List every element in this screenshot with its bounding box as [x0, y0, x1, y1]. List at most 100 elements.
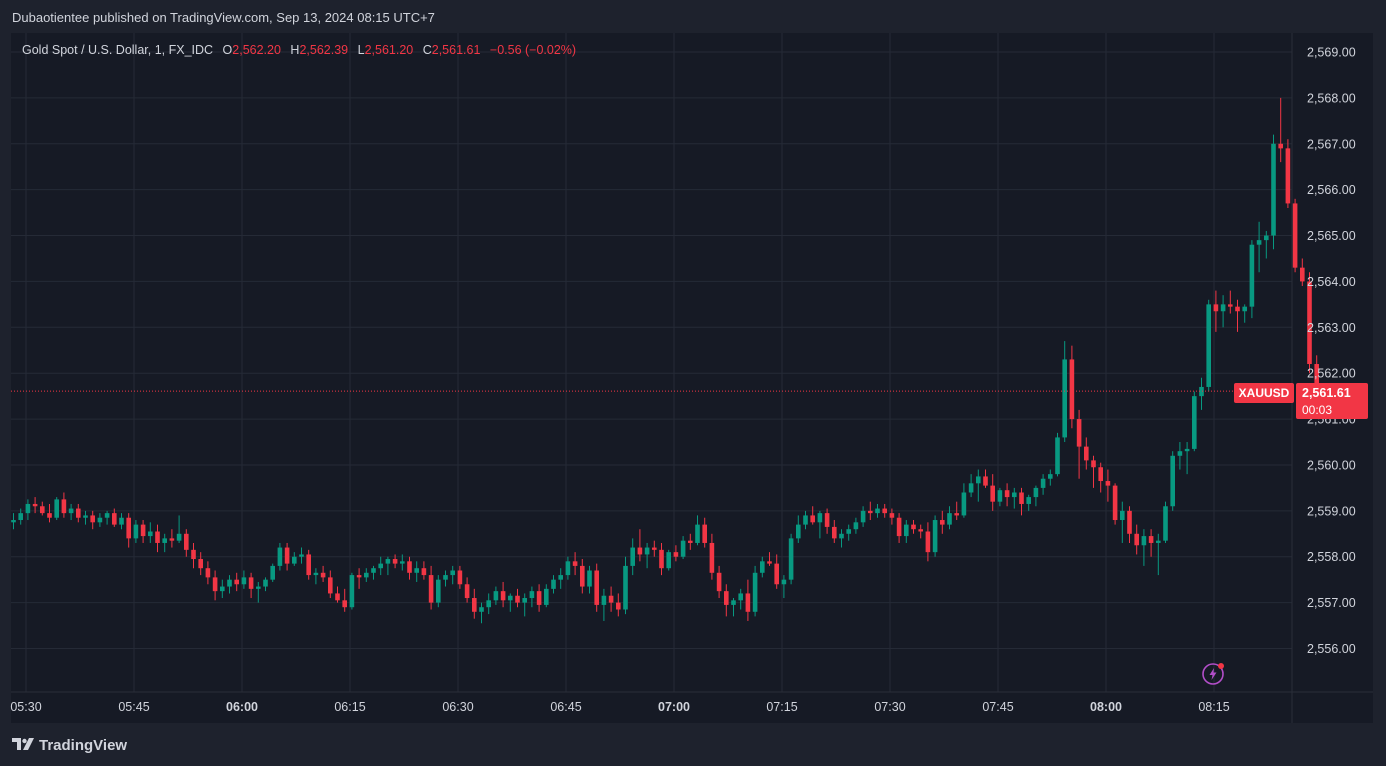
candle	[457, 565, 463, 589]
candle	[335, 586, 340, 603]
candle	[220, 579, 225, 599]
candle	[1278, 97, 1283, 163]
candle-body	[212, 577, 218, 592]
time-tick-label: 05:30	[10, 700, 41, 714]
candle-body	[148, 531, 153, 537]
candle-body	[227, 579, 232, 587]
candle	[774, 554, 779, 589]
candle-body	[673, 552, 679, 557]
candle-body	[522, 598, 527, 603]
price-tick-label: 2,564.00	[1307, 275, 1356, 289]
candle-body	[817, 513, 823, 523]
candle-body	[580, 565, 585, 587]
candle	[767, 552, 772, 566]
candle	[1120, 501, 1125, 543]
candle-body	[558, 575, 563, 580]
candle-body	[220, 586, 225, 592]
chart-panel[interactable]	[11, 33, 1373, 723]
candle	[932, 515, 938, 557]
candle	[349, 572, 355, 610]
candle-body	[385, 559, 391, 564]
candle-body	[803, 515, 808, 525]
candle-body	[90, 515, 95, 523]
candle-body	[133, 524, 139, 539]
candle	[666, 549, 671, 571]
candle	[421, 561, 427, 580]
candle	[1134, 524, 1139, 555]
candle	[479, 602, 484, 624]
candle	[724, 584, 729, 617]
candle	[241, 570, 247, 589]
candle	[1256, 221, 1262, 273]
candle	[1199, 377, 1204, 410]
legend-close-key: C	[422, 43, 432, 57]
candle-body	[1148, 536, 1154, 543]
candle-body	[925, 531, 931, 553]
candle	[1069, 345, 1075, 429]
flash-icon[interactable]	[1201, 662, 1225, 686]
candle-body	[1199, 386, 1204, 397]
candle-body	[198, 559, 203, 569]
legend-open-value: 2,562.20	[232, 43, 281, 57]
candle-body	[414, 568, 419, 573]
candle-body	[983, 476, 988, 486]
candle	[536, 584, 542, 612]
candle	[191, 542, 196, 569]
candle	[61, 492, 67, 518]
candle	[731, 598, 736, 617]
candle-body	[61, 499, 67, 514]
candle	[371, 565, 376, 580]
tradingview-brand[interactable]: TradingView	[12, 737, 127, 755]
candle-body	[839, 533, 844, 539]
candle-body	[781, 579, 787, 585]
candle	[551, 575, 556, 594]
price-tick-label: 2,568.00	[1307, 91, 1356, 105]
candle-body	[306, 554, 311, 576]
candle	[1271, 134, 1276, 250]
candle	[1213, 290, 1219, 332]
candle-body	[119, 517, 124, 525]
candle-body	[1256, 240, 1262, 245]
candle	[947, 506, 952, 530]
candle	[695, 515, 700, 546]
candle	[443, 570, 448, 587]
candle	[1156, 533, 1161, 576]
candle	[25, 499, 31, 521]
candle	[702, 517, 707, 548]
candle	[745, 579, 751, 621]
candle-body	[205, 568, 211, 578]
candle	[270, 563, 275, 582]
candle-body	[1012, 492, 1017, 498]
candle	[1228, 290, 1233, 314]
candle-body	[284, 547, 290, 564]
time-tick-label: 07:30	[874, 700, 905, 714]
candle-body	[241, 577, 247, 585]
candle	[637, 529, 643, 562]
candle	[1076, 409, 1082, 479]
candle-body	[140, 524, 146, 537]
candle	[32, 497, 38, 514]
candle	[709, 533, 715, 580]
candle	[925, 522, 931, 562]
candle	[1264, 230, 1269, 259]
candle-body	[1026, 497, 1031, 504]
candle	[1148, 529, 1154, 557]
candle	[47, 503, 52, 523]
candle-body	[1285, 148, 1291, 204]
candle	[356, 568, 362, 589]
candle	[788, 533, 794, 585]
candle	[673, 545, 679, 562]
candle-body	[1098, 467, 1103, 482]
publish-info: Dubaotientee published on TradingView.co…	[12, 10, 435, 25]
candle-body	[1242, 306, 1247, 312]
candle-body	[464, 584, 470, 599]
legend-high-key: H	[290, 43, 300, 57]
candle	[1235, 299, 1240, 332]
candle-body	[436, 579, 441, 603]
last-price-label: 2,561.61 00:03	[1296, 383, 1368, 419]
candle	[630, 538, 635, 576]
candle-body	[1141, 536, 1147, 546]
candle	[760, 556, 765, 578]
candle	[162, 533, 167, 553]
